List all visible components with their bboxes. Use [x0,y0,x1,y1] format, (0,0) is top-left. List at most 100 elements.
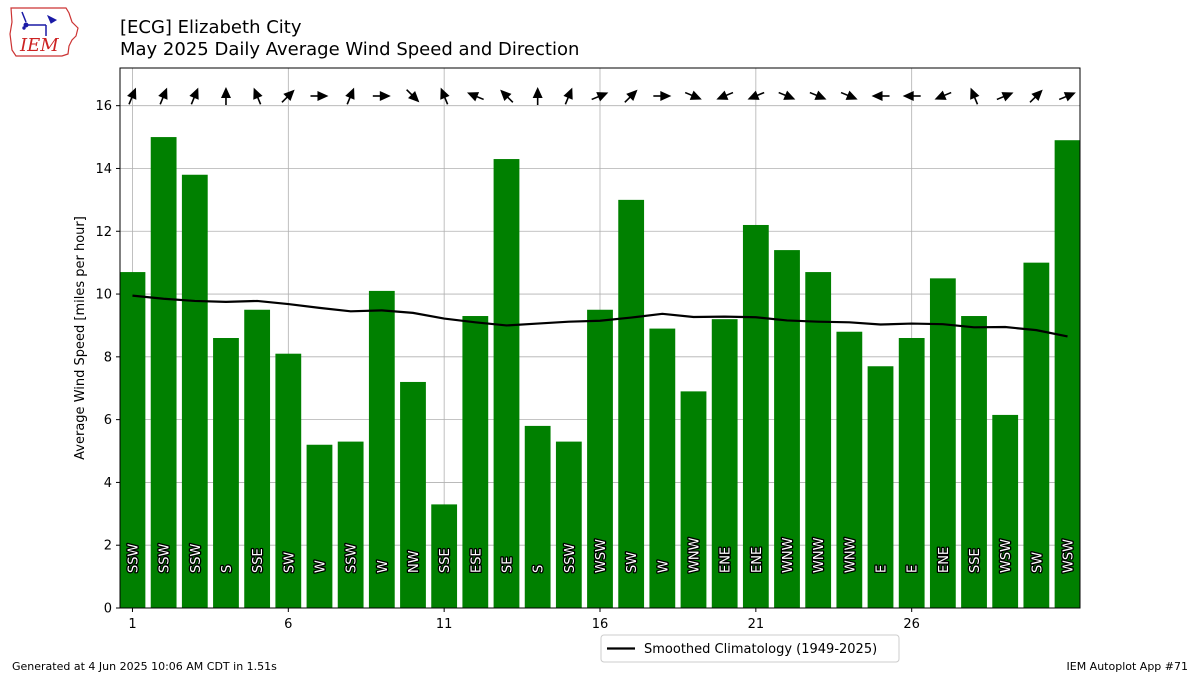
wind-arrow [934,90,952,100]
wind-arrow [372,91,391,101]
wind-arrow [778,90,796,100]
wind-arrow [253,87,263,105]
chart-title-line2: May 2025 Daily Average Wind Speed and Di… [120,39,580,60]
direction-label: WNW [688,537,703,573]
direction-label: W [376,560,391,573]
wind-arrow [684,90,702,100]
direction-label: ENE [937,547,952,573]
direction-label: SSW [345,543,360,573]
bar [119,272,146,608]
bar [836,331,863,608]
wind-arrow-head [1031,89,1043,101]
wind-arrow-head [814,90,827,100]
legend-label: Smoothed Climatology (1949-2025) [644,642,877,657]
wind-arrow [809,90,827,100]
wind-arrow-head [317,91,329,101]
wind-arrow [970,87,980,105]
x-tick-label: 21 [748,617,765,632]
app-note: IEM Autoplot App #71 [1066,660,1189,673]
direction-label: SSE [251,548,266,573]
bar [649,328,676,608]
wind-arrow-head [845,90,858,100]
wind-arrow [840,90,858,100]
wind-arrow [158,87,168,105]
bar [431,504,458,608]
wind-arrow [563,87,573,105]
logo-text: IEM [19,35,59,56]
wind-arrow-head [747,90,760,100]
bar [742,224,769,608]
wind-arrow [345,87,355,105]
wind-arrow [127,87,137,105]
direction-label: W [313,560,328,573]
wind-arrow-head [626,89,638,101]
direction-label: SW [282,552,297,573]
y-tick-label: 0 [104,602,112,617]
bar [524,425,551,608]
x-tick-label: 26 [903,617,920,632]
wind-arrow-head [440,87,450,100]
direction-label: WSW [1062,539,1077,573]
bar [805,272,832,608]
bar [555,441,582,608]
direction-label: SSW [126,543,141,573]
wind-arrow [189,87,199,105]
wind-arrow-head [934,90,947,100]
bar [150,137,177,608]
wind-arrow-head [467,92,480,102]
wind-arrow-head [220,87,231,98]
generated-note: Generated at 4 Jun 2025 10:06 AM CDT in … [12,660,277,673]
bar [213,338,239,608]
direction-label: E [875,565,890,573]
wind-arrow-head [1063,92,1076,102]
wind-arrow [871,91,890,101]
wind-arrow-head [500,89,512,101]
weather-station-icon [21,11,58,36]
wind-arrow [1058,92,1076,102]
bar [774,250,800,608]
y-tick-label: 2 [104,539,112,554]
direction-label: WSW [999,539,1014,573]
chart-title: [ECG] Elizabeth City May 2025 Daily Aver… [120,17,579,61]
legend: Smoothed Climatology (1949-2025) [600,634,900,663]
bar [992,414,1019,608]
x-tick-label: 1 [128,617,136,632]
y-axis-ticks: 0 2 4 6 8 10 12 14 16 [95,99,120,617]
y-tick-label: 12 [95,225,112,240]
bar [337,441,364,608]
wind-arrow [591,92,609,102]
wind-arrow-head [283,89,295,101]
wind-arrow [406,89,420,103]
bar [368,290,395,608]
direction-label: W [656,560,671,573]
direction-label: SSW [158,543,173,573]
wind-arrow-head [127,87,137,100]
wind-arrow-head [970,87,980,100]
wind-arrow [653,91,672,101]
bar [618,199,645,608]
bar [1023,262,1050,608]
y-tick-label: 8 [104,350,112,365]
bar [711,319,738,608]
bar [181,174,208,608]
y-tick-label: 6 [104,413,112,428]
y-tick-label: 16 [95,99,112,114]
legend-box [600,634,900,663]
wind-arrow-head [379,91,391,101]
direction-label: E [906,565,921,573]
direction-label: WNW [843,537,858,573]
bar [867,366,894,608]
direction-labels: SSW SSW SSW S SSE SW W SSW W NW SSE ESE SE S SSW WSW SW W… [125,536,1078,574]
wind-arrow [532,87,543,105]
chart-title-line1: [ECG] Elizabeth City [120,17,302,38]
direction-label: ENE [750,547,765,573]
iem-logo: IEM [9,7,79,57]
wind-arrow [500,89,514,103]
x-tick-label: 6 [284,617,292,632]
bar [961,316,987,608]
wind-arrow-head [660,91,672,101]
wind-arrow [220,87,231,105]
wind-arrow-head [902,91,914,101]
wind-arrow-head [158,87,168,100]
wind-arrow-head [689,90,702,100]
